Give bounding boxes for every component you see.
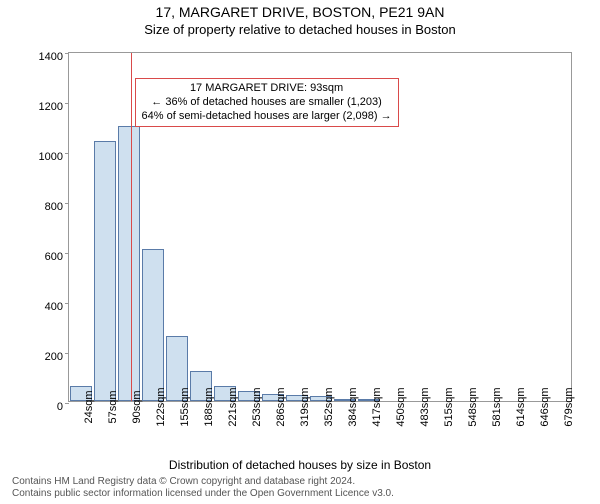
x-tick-label: 384sqm: [345, 387, 359, 426]
x-tick-label: 24sqm: [81, 390, 95, 423]
annotation-line: 17 MARGARET DRIVE: 93sqm: [142, 82, 392, 96]
annotation-box: 17 MARGARET DRIVE: 93sqm← 36% of detache…: [135, 78, 399, 127]
x-tick-label: 188sqm: [201, 387, 215, 426]
histogram-bar: [94, 141, 116, 401]
x-tick-label: 417sqm: [369, 387, 383, 426]
x-tick-label: 581sqm: [489, 387, 503, 426]
footnote: Contains HM Land Registry data © Crown c…: [12, 476, 394, 500]
x-tick-label: 155sqm: [177, 387, 191, 426]
x-tick-label: 548sqm: [465, 387, 479, 426]
footnote-line-2: Contains public sector information licen…: [12, 488, 394, 500]
x-tick-label: 483sqm: [417, 387, 431, 426]
x-tick-label: 450sqm: [393, 387, 407, 426]
page-title: 17, MARGARET DRIVE, BOSTON, PE21 9AN: [0, 4, 600, 20]
footnote-line-1: Contains HM Land Registry data © Crown c…: [12, 476, 394, 488]
x-tick-label: 286sqm: [273, 387, 287, 426]
property-marker-line: [131, 53, 132, 401]
x-tick-label: 352sqm: [321, 387, 335, 426]
annotation-line: ← 36% of detached houses are smaller (1,…: [142, 96, 392, 110]
histogram-bar: [142, 249, 164, 402]
x-tick-label: 57sqm: [105, 390, 119, 423]
x-tick-label: 646sqm: [537, 387, 551, 426]
x-tick-label: 679sqm: [561, 387, 575, 426]
x-tick-label: 614sqm: [513, 387, 527, 426]
histogram-bar: [118, 126, 140, 401]
annotation-line: 64% of semi-detached houses are larger (…: [142, 110, 392, 124]
x-tick-label: 221sqm: [225, 387, 239, 426]
x-tick-label: 253sqm: [249, 387, 263, 426]
page: 17, MARGARET DRIVE, BOSTON, PE21 9AN Siz…: [0, 4, 600, 504]
x-tick-label: 515sqm: [441, 387, 455, 426]
chart-plot-area: 020040060080010001200140024sqm57sqm90sqm…: [68, 52, 572, 402]
x-tick-label: 122sqm: [153, 387, 167, 426]
x-tick-label: 319sqm: [297, 387, 311, 426]
x-axis-label: Distribution of detached houses by size …: [0, 458, 600, 472]
page-subtitle: Size of property relative to detached ho…: [0, 22, 600, 37]
